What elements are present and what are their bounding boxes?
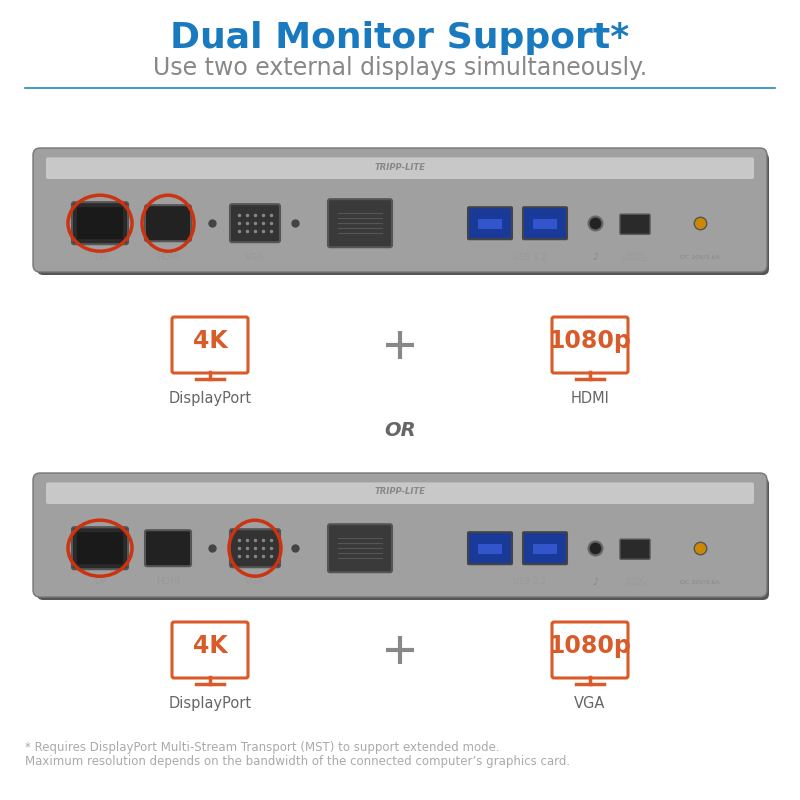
Text: DC 20V/3.6A: DC 20V/3.6A xyxy=(680,254,720,259)
Text: DP: DP xyxy=(94,253,106,262)
FancyBboxPatch shape xyxy=(523,207,567,239)
Text: DP: DP xyxy=(94,578,106,586)
FancyBboxPatch shape xyxy=(145,530,191,566)
Text: DC 20V/3.6A: DC 20V/3.6A xyxy=(680,579,720,585)
Text: USB 3.2: USB 3.2 xyxy=(514,578,546,586)
FancyBboxPatch shape xyxy=(172,317,248,373)
Text: 1080p: 1080p xyxy=(549,634,631,658)
Text: VGA: VGA xyxy=(246,578,265,586)
Text: 4K: 4K xyxy=(193,634,227,658)
FancyBboxPatch shape xyxy=(552,317,628,373)
Text: * Requires DisplayPort Multi-Stream Transport (MST) to support extended mode.: * Requires DisplayPort Multi-Stream Tran… xyxy=(25,742,500,754)
FancyBboxPatch shape xyxy=(620,539,650,559)
FancyBboxPatch shape xyxy=(552,622,628,678)
FancyBboxPatch shape xyxy=(468,207,512,239)
FancyBboxPatch shape xyxy=(478,544,502,554)
Text: DATA/
CHARGE: DATA/ CHARGE xyxy=(622,577,648,587)
Text: ♪: ♪ xyxy=(592,252,598,262)
FancyBboxPatch shape xyxy=(620,214,650,234)
FancyBboxPatch shape xyxy=(37,478,769,600)
Text: DisplayPort: DisplayPort xyxy=(169,391,251,406)
FancyBboxPatch shape xyxy=(533,544,557,554)
Text: DisplayPort: DisplayPort xyxy=(169,696,251,711)
Text: VGA: VGA xyxy=(246,253,265,262)
FancyBboxPatch shape xyxy=(328,524,392,572)
Text: HDMI: HDMI xyxy=(156,578,180,586)
FancyBboxPatch shape xyxy=(468,532,512,564)
FancyBboxPatch shape xyxy=(37,153,769,275)
FancyBboxPatch shape xyxy=(46,482,754,504)
Text: TRIPP-LITE: TRIPP-LITE xyxy=(374,487,426,497)
FancyBboxPatch shape xyxy=(533,219,557,230)
FancyBboxPatch shape xyxy=(40,210,760,265)
Text: USB 3.2: USB 3.2 xyxy=(514,253,546,262)
FancyBboxPatch shape xyxy=(33,148,767,272)
FancyBboxPatch shape xyxy=(40,480,760,535)
FancyBboxPatch shape xyxy=(145,206,191,242)
FancyBboxPatch shape xyxy=(230,530,280,567)
Text: 1080p: 1080p xyxy=(549,329,631,353)
FancyBboxPatch shape xyxy=(46,158,754,179)
Text: Dual Monitor Support*: Dual Monitor Support* xyxy=(170,21,630,55)
Text: Use two external displays simultaneously.: Use two external displays simultaneously… xyxy=(153,56,647,80)
Text: DATA/
CHARGE: DATA/ CHARGE xyxy=(622,251,648,262)
Text: 4K: 4K xyxy=(193,329,227,353)
Text: VGA: VGA xyxy=(574,696,606,711)
FancyBboxPatch shape xyxy=(77,207,123,239)
FancyBboxPatch shape xyxy=(40,155,760,210)
Text: OR: OR xyxy=(384,421,416,439)
FancyBboxPatch shape xyxy=(172,622,248,678)
FancyBboxPatch shape xyxy=(72,202,128,244)
FancyBboxPatch shape xyxy=(230,204,280,242)
Text: TRIPP-LITE: TRIPP-LITE xyxy=(374,162,426,171)
FancyBboxPatch shape xyxy=(33,473,767,597)
Text: HDMI: HDMI xyxy=(156,253,180,262)
FancyBboxPatch shape xyxy=(328,199,392,247)
FancyBboxPatch shape xyxy=(478,219,502,230)
Text: ♪: ♪ xyxy=(592,577,598,587)
Text: Maximum resolution depends on the bandwidth of the connected computer’s graphics: Maximum resolution depends on the bandwi… xyxy=(25,755,570,769)
FancyBboxPatch shape xyxy=(77,532,123,564)
Text: HDMI: HDMI xyxy=(570,391,610,406)
FancyBboxPatch shape xyxy=(40,535,760,590)
FancyBboxPatch shape xyxy=(523,532,567,564)
FancyBboxPatch shape xyxy=(72,527,128,570)
